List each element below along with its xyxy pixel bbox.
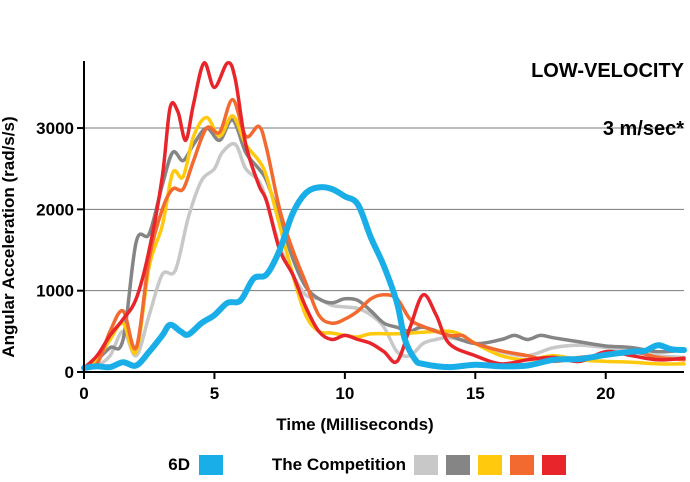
legend-label-competition: The Competition (272, 455, 406, 474)
x-tick-label-20: 20 (596, 384, 615, 403)
axes: 0 1000 2000 3000 0 5 10 15 20 (36, 61, 684, 403)
x-tick-label-0: 0 (79, 384, 88, 403)
series-line-6d (81, 184, 687, 371)
gridlines (84, 127, 684, 292)
legend-swatch-comp-yellow (478, 455, 502, 475)
x-tick-label-5: 5 (210, 384, 219, 403)
y-tick-label-1000: 1000 (36, 282, 74, 301)
x-tick-label-15: 15 (466, 384, 485, 403)
legend-label-6d: 6D (168, 455, 190, 474)
y-axis-title: Angular Acceleration (rad/s/s) (0, 116, 18, 357)
legend-swatch-comp-red (542, 455, 566, 475)
x-axis-title: Time (Milliseconds) (276, 415, 433, 434)
series-line-comp-dark-gray (82, 118, 686, 370)
legend-swatch-comp-light-gray (414, 455, 438, 475)
legend-swatch-comp-orange (510, 455, 534, 475)
series-lines (81, 61, 687, 371)
x-tick-label-10: 10 (335, 384, 354, 403)
legend: 6D The Competition (168, 455, 566, 475)
y-tick-label-2000: 2000 (36, 200, 74, 219)
annotation-velocity: LOW-VELOCITY (531, 60, 685, 82)
annotation-speed: 3 m/sec* (603, 118, 684, 140)
legend-swatch-comp-dark-gray (446, 455, 470, 475)
legend-swatch-6d (199, 455, 223, 475)
y-tick-label-0: 0 (65, 363, 74, 382)
series-line-comp-orange (82, 97, 686, 370)
y-tick-label-3000: 3000 (36, 119, 74, 138)
